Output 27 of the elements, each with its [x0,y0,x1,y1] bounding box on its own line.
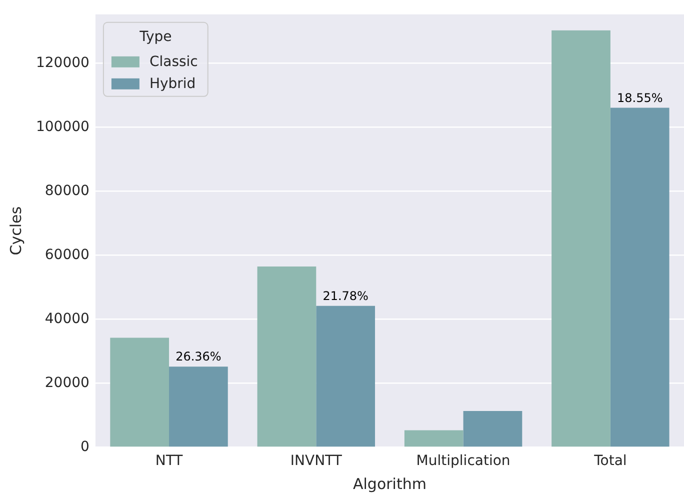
y-tick-label: 40000 [44,310,90,327]
bar [552,30,610,447]
bar [404,430,464,447]
x-tick-label: NTT [155,453,184,470]
legend-title: Type [138,29,172,46]
x-axis-title: Algorithm [352,474,426,493]
x-tick-label: Total [593,453,627,470]
bar [610,108,670,447]
annotation: 18.55% [616,90,663,105]
annotation: 21.78% [322,288,368,303]
legend-label: Classic [149,54,198,70]
y-tick-label: 60000 [44,246,90,263]
annotation: 26.36% [176,350,222,364]
x-tick-label: Multiplication [416,453,510,470]
bar [257,266,316,447]
y-tick-label: 0 [80,438,90,455]
legend-label: Hybrid [149,76,196,92]
bar [316,306,376,447]
bar [169,366,228,447]
bar [110,338,170,447]
bar [463,411,522,447]
y-tick-label: 20000 [44,374,90,391]
y-tick-label: 100000 [36,118,90,135]
y-tick-label: 80000 [44,182,90,199]
x-tick-label: INVNTT [290,453,342,470]
y-axis-title: Cycles [6,206,25,256]
y-tick-label: 120000 [36,54,90,71]
